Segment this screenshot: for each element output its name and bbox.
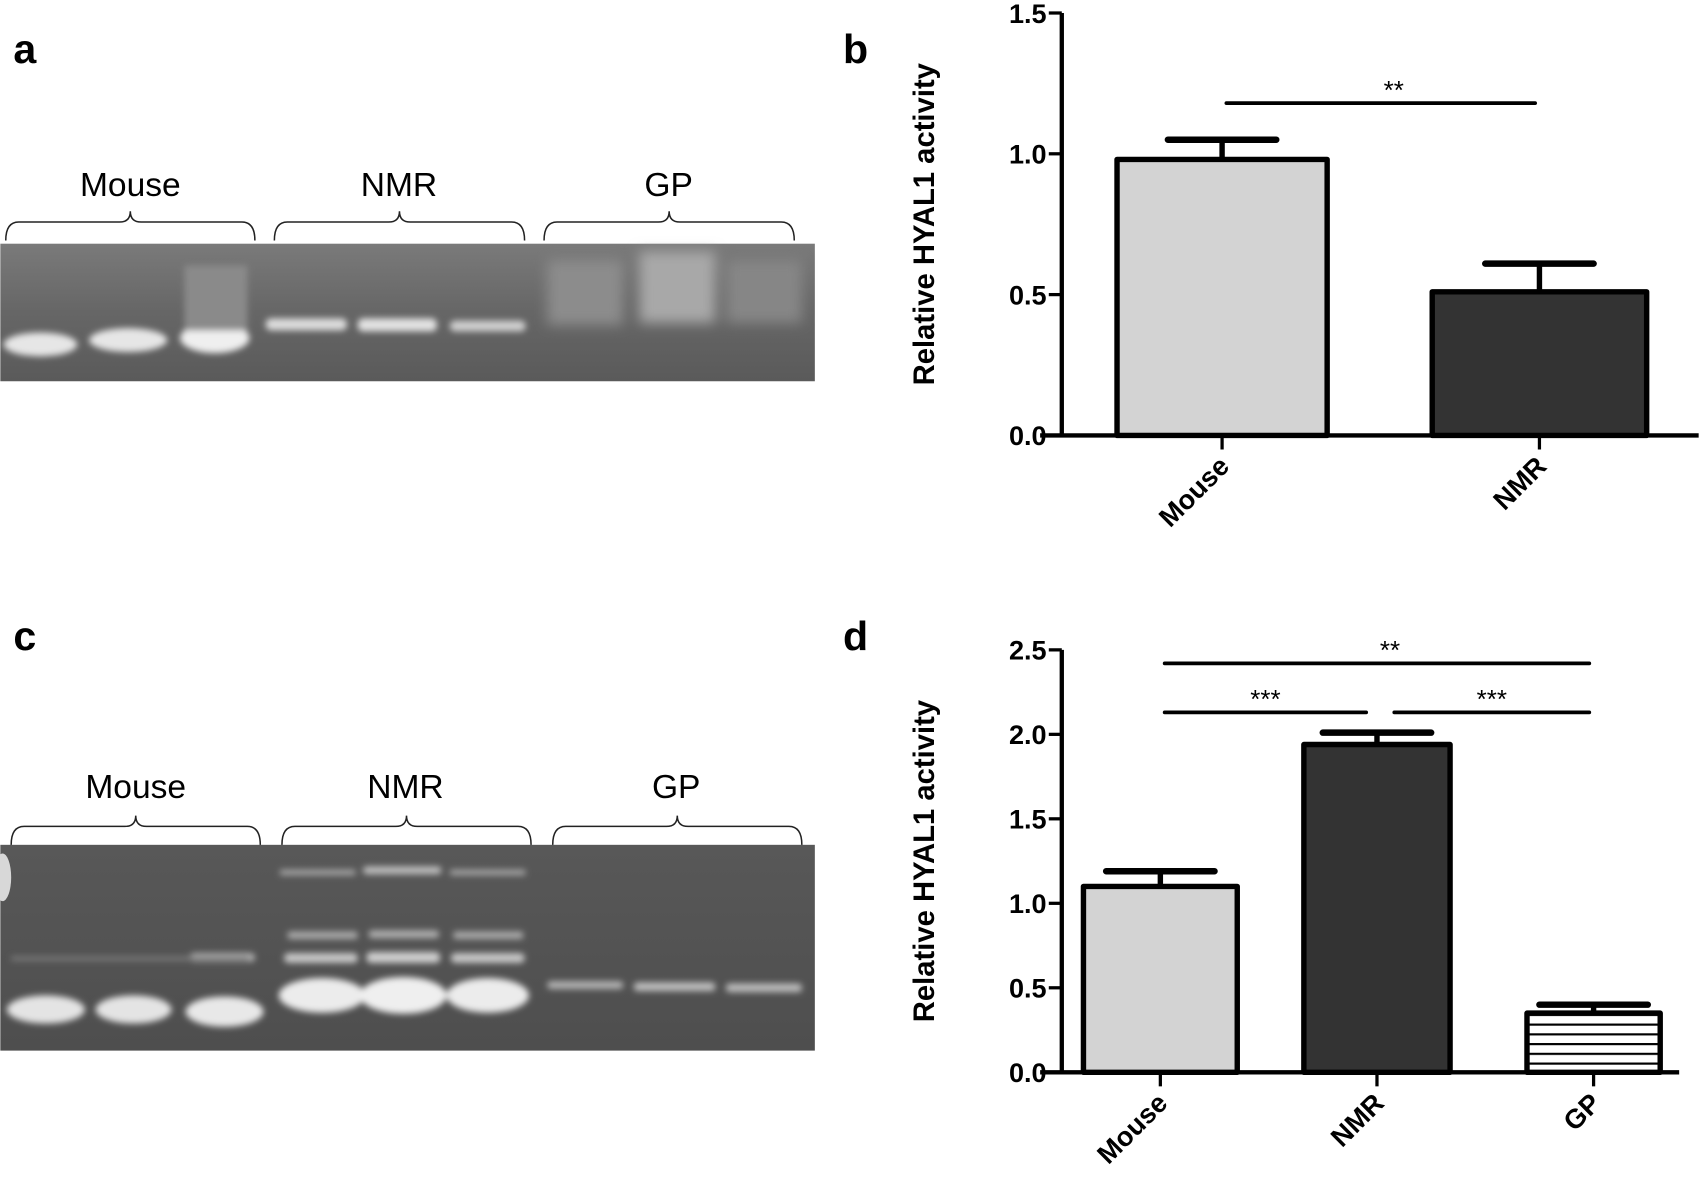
bar-mouse: [1080, 883, 1240, 1075]
bar-chart-b: Mouse NMR 0.0 0.5 1.0 1.5 Relative HYAL1 activ…: [909, 0, 1699, 533]
brace-a-nmr: [273, 211, 526, 241]
panel-label-d: d: [843, 613, 868, 659]
bar-mouse: [1114, 156, 1330, 439]
y-tick-label-0.0: 0.0: [1009, 420, 1047, 451]
y-tick-label-2.0: 2.0: [1009, 719, 1047, 750]
gel-image-c: [0, 844, 815, 1051]
y-tick-label-1.5: 1.5: [1009, 804, 1047, 835]
bar-nmr: [1301, 741, 1453, 1075]
panel-label-c: c: [13, 613, 36, 659]
x-tick-label-gp: GP: [1557, 1087, 1607, 1137]
x-tick-label-mouse: Mouse: [1091, 1087, 1174, 1170]
gel-image-a: [0, 243, 815, 382]
x-tick-label-nmr: NMR: [1324, 1087, 1390, 1153]
gel-c-group-label-nmr: NMR: [367, 769, 443, 806]
bar-nmr: [1429, 289, 1650, 439]
significance-label: ***: [1250, 684, 1280, 714]
gel-lane-groups-c: Mouse NMR GP: [85, 769, 700, 806]
panel-label-a: a: [13, 26, 37, 72]
gel-c-group-label-gp: GP: [652, 769, 701, 806]
y-tick-label-0.0: 0.0: [1009, 1057, 1047, 1088]
y-tick-label-2.5: 2.5: [1009, 635, 1047, 666]
x-tick-label-mouse: Mouse: [1152, 450, 1235, 533]
significance-label: **: [1384, 75, 1404, 105]
brace-a-gp: [543, 211, 796, 241]
y-tick-label-0.5: 0.5: [1009, 973, 1047, 1004]
gel-a-group-label-mouse: Mouse: [80, 167, 181, 204]
brace-c-mouse: [10, 815, 262, 845]
x-tick-label-nmr: NMR: [1487, 450, 1553, 516]
significance-label: ***: [1477, 684, 1507, 714]
y-tick-label-1.5: 1.5: [1009, 0, 1047, 29]
bar-gp: [1524, 1010, 1663, 1075]
brace-c-nmr: [281, 815, 532, 845]
brace-a-mouse: [5, 211, 256, 241]
y-tick-label-1.0: 1.0: [1009, 888, 1047, 919]
gel-a-group-label-gp: GP: [644, 167, 693, 204]
gel-a-group-label-nmr: NMR: [361, 167, 437, 204]
y-axis-label: Relative HYAL1 activity: [909, 699, 941, 1022]
gel-c-group-label-mouse: Mouse: [85, 769, 186, 806]
y-tick-label-1.0: 1.0: [1009, 139, 1047, 170]
significance-label: **: [1380, 635, 1400, 665]
panel-label-b: b: [843, 26, 868, 72]
y-axis-label: Relative HYAL1 activity: [909, 62, 941, 385]
bar-chart-d: Mouse NMR GP 0.0 0.5 1.0 1.5 2.0 2.5 Relative HYA…: [909, 635, 1680, 1170]
gel-lane-groups-a: Mouse NMR GP: [80, 167, 693, 204]
brace-c-gp: [551, 815, 803, 845]
y-tick-label-0.5: 0.5: [1009, 279, 1047, 310]
lane-group-braces: [5, 211, 803, 845]
